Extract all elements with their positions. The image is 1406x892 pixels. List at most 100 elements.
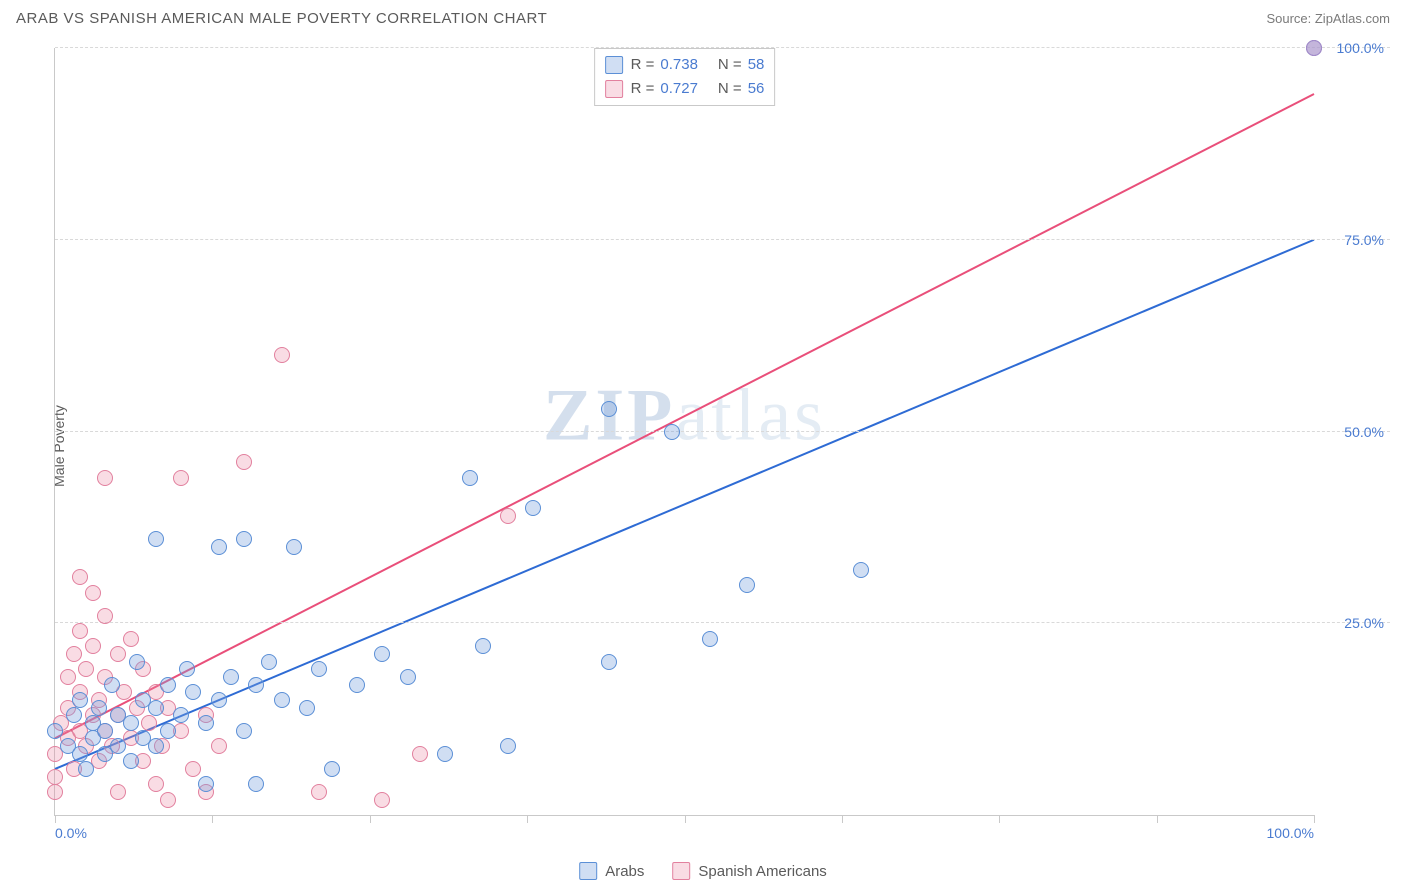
data-point xyxy=(72,623,88,639)
x-tick xyxy=(685,815,686,823)
y-tick-label: 25.0% xyxy=(1344,615,1384,631)
x-tick xyxy=(842,815,843,823)
data-point xyxy=(185,761,201,777)
series-legend: Arabs Spanish Americans xyxy=(579,862,827,880)
data-point xyxy=(274,347,290,363)
data-point xyxy=(123,715,139,731)
data-point xyxy=(211,539,227,555)
data-point xyxy=(97,608,113,624)
data-point xyxy=(299,700,315,716)
data-point xyxy=(248,776,264,792)
data-point xyxy=(223,669,239,685)
legend-item-arabs: Arabs xyxy=(579,862,644,880)
x-tick xyxy=(1157,815,1158,823)
x-tick-label: 100.0% xyxy=(1267,825,1314,841)
x-tick xyxy=(999,815,1000,823)
correlation-stats-box: R = 0.738 N = 58 R = 0.727 N = 56 xyxy=(594,48,776,106)
data-point xyxy=(72,569,88,585)
data-point xyxy=(500,508,516,524)
data-point xyxy=(97,470,113,486)
data-point xyxy=(47,769,63,785)
x-tick xyxy=(1314,815,1315,823)
data-point xyxy=(129,654,145,670)
data-point xyxy=(66,707,82,723)
data-point xyxy=(91,700,107,716)
data-point xyxy=(78,661,94,677)
data-point xyxy=(211,738,227,754)
data-point xyxy=(66,646,82,662)
data-point xyxy=(525,500,541,516)
gridline xyxy=(55,622,1390,623)
data-point xyxy=(311,784,327,800)
gridline xyxy=(55,239,1390,240)
x-tick xyxy=(212,815,213,823)
source-attribution: Source: ZipAtlas.com xyxy=(1266,11,1390,26)
swatch-pink-icon xyxy=(605,80,623,98)
data-point xyxy=(374,646,390,662)
plot-region: ZIPatlas R = 0.738 N = 58 R = 0.727 N = … xyxy=(54,48,1314,816)
trend-lines-layer xyxy=(55,48,1314,815)
trend-line xyxy=(55,240,1314,769)
x-tick xyxy=(370,815,371,823)
data-point xyxy=(853,562,869,578)
data-point xyxy=(141,715,157,731)
data-point xyxy=(412,746,428,762)
data-point xyxy=(60,669,76,685)
data-point xyxy=(110,646,126,662)
data-point xyxy=(110,738,126,754)
data-point xyxy=(500,738,516,754)
chart-area: ZIPatlas R = 0.738 N = 58 R = 0.727 N = … xyxy=(50,48,1390,844)
data-point xyxy=(236,531,252,547)
x-tick-label: 0.0% xyxy=(55,825,87,841)
legend-label: Spanish Americans xyxy=(698,863,826,880)
data-point xyxy=(311,661,327,677)
data-point xyxy=(148,738,164,754)
data-point xyxy=(664,424,680,440)
data-point xyxy=(324,761,340,777)
data-point xyxy=(462,470,478,486)
data-point xyxy=(349,677,365,693)
data-point xyxy=(702,631,718,647)
swatch-blue-icon xyxy=(605,56,623,74)
y-tick-label: 75.0% xyxy=(1344,232,1384,248)
data-point xyxy=(123,753,139,769)
data-point xyxy=(1306,40,1322,56)
data-point xyxy=(374,792,390,808)
data-point xyxy=(78,761,94,777)
y-tick-label: 50.0% xyxy=(1344,424,1384,440)
data-point xyxy=(179,661,195,677)
gridline xyxy=(55,47,1390,48)
data-point xyxy=(248,677,264,693)
data-point xyxy=(261,654,277,670)
data-point xyxy=(400,669,416,685)
gridline xyxy=(55,431,1390,432)
data-point xyxy=(160,723,176,739)
data-point xyxy=(148,776,164,792)
data-point xyxy=(286,539,302,555)
data-point xyxy=(173,707,189,723)
data-point xyxy=(85,585,101,601)
data-point xyxy=(198,715,214,731)
y-tick-label: 100.0% xyxy=(1337,40,1384,56)
legend-label: Arabs xyxy=(605,863,644,880)
data-point xyxy=(47,784,63,800)
data-point xyxy=(274,692,290,708)
stats-row-spanish: R = 0.727 N = 56 xyxy=(605,77,765,101)
data-point xyxy=(148,531,164,547)
data-point xyxy=(47,723,63,739)
data-point xyxy=(148,700,164,716)
data-point xyxy=(123,631,139,647)
data-point xyxy=(104,677,120,693)
data-point xyxy=(236,723,252,739)
chart-title: ARAB VS SPANISH AMERICAN MALE POVERTY CO… xyxy=(16,10,547,27)
data-point xyxy=(97,723,113,739)
swatch-blue-icon xyxy=(579,862,597,880)
data-point xyxy=(198,776,214,792)
data-point xyxy=(160,792,176,808)
data-point xyxy=(110,784,126,800)
stats-row-arabs: R = 0.738 N = 58 xyxy=(605,53,765,77)
data-point xyxy=(173,470,189,486)
data-point xyxy=(601,401,617,417)
swatch-pink-icon xyxy=(672,862,690,880)
data-point xyxy=(601,654,617,670)
